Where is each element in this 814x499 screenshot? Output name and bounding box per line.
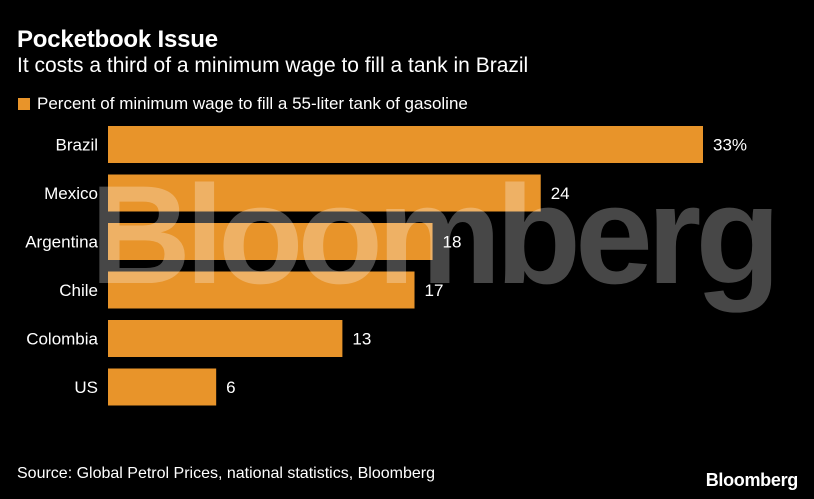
chart-subtitle: It costs a third of a minimum wage to fi… <box>17 54 529 77</box>
value-label: 13 <box>352 330 371 349</box>
category-label: US <box>74 378 98 397</box>
source-note: Source: Global Petrol Prices, national s… <box>17 465 435 482</box>
bar-chart: Brazil 33% Mexico 24 Argentina 18 Chile 17 Colom… <box>25 126 747 406</box>
value-label: 17 <box>425 281 444 300</box>
value-label: 24 <box>551 184 570 203</box>
category-label: Colombia <box>26 330 98 349</box>
bar-mexico <box>108 174 541 212</box>
value-label: 6 <box>226 378 235 397</box>
category-label: Brazil <box>55 136 98 155</box>
bar-colombia <box>108 320 343 357</box>
legend: Percent of minimum wage to fill a 55-lit… <box>18 94 468 114</box>
legend-label: Percent of minimum wage to fill a 55-lit… <box>37 94 468 113</box>
category-label: Argentina <box>25 233 98 252</box>
bar-brazil <box>108 126 703 163</box>
bar-chile <box>108 271 415 309</box>
legend-swatch <box>18 98 30 110</box>
category-label: Mexico <box>44 184 98 203</box>
value-label: 18 <box>443 233 462 252</box>
bar-us <box>108 368 217 406</box>
brand-logo: Bloomberg <box>705 470 799 490</box>
bar-argentina <box>108 223 433 260</box>
category-label: Chile <box>59 281 98 300</box>
value-label: 33% <box>713 136 747 155</box>
chart-title: Pocketbook Issue <box>17 26 218 53</box>
